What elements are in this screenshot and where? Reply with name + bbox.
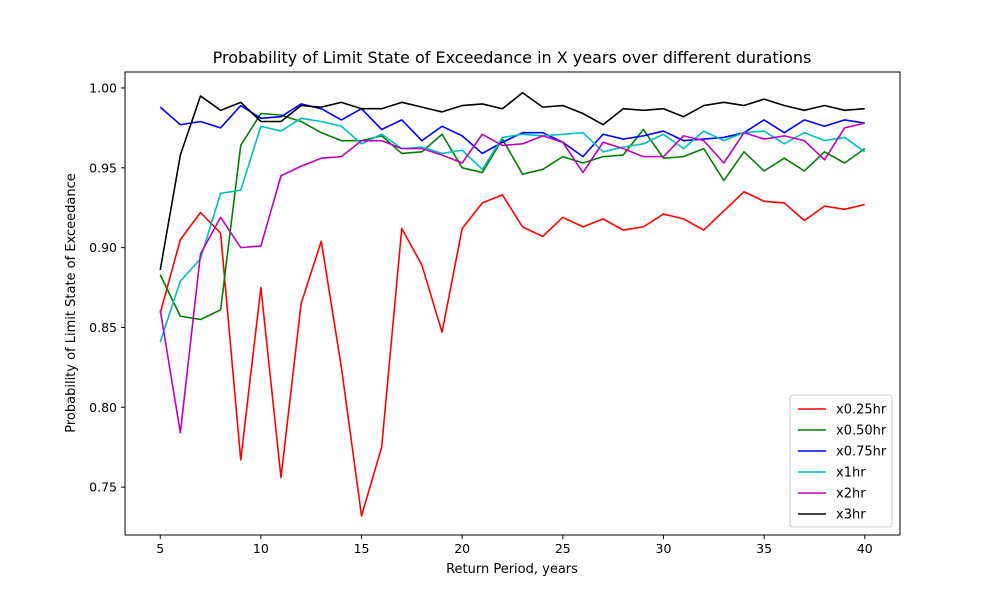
y-tick-label: 1.00 (89, 80, 117, 95)
x-tick-label: 35 (756, 541, 772, 556)
series-line-x3hr (159, 91, 865, 271)
y-tick-label: 0.80 (89, 400, 117, 415)
legend-label: x0.75hr (836, 445, 887, 460)
series-line-x0-75hr (159, 103, 865, 158)
plot-frame (124, 71, 901, 536)
y-axis: 0.75 0.80 0.85 0.90 0.95 1.00 (89, 80, 125, 495)
series-line-x0-25hr (159, 190, 865, 517)
legend-label: x0.25hr (836, 403, 887, 418)
x-tick-label: 30 (656, 541, 672, 556)
x-tick-label: 25 (555, 541, 571, 556)
x-tick-label: 10 (253, 541, 269, 556)
y-axis-title: Probability of Limit State of Exceedance (64, 173, 79, 433)
legend-label: x2hr (836, 487, 866, 502)
y-tick-label: 0.90 (89, 240, 117, 255)
legend: x0.25hr x0.50hr x0.75hr x1hr x2hr x3hr (789, 394, 893, 528)
y-tick-label: 0.95 (89, 160, 117, 175)
y-tick-label: 0.85 (89, 320, 117, 335)
x-axis: 5 10 15 20 25 30 35 40 (156, 535, 873, 556)
chart-title: Probability of Limit State of Exceedance… (213, 48, 812, 67)
series-line-x2hr (159, 122, 865, 434)
series-line-x0-50hr (159, 112, 866, 321)
legend-label: x0.50hr (836, 424, 887, 439)
x-tick-label: 15 (354, 541, 370, 556)
series-line-x1hr (159, 117, 866, 343)
legend-label: x1hr (836, 466, 866, 481)
x-tick-label: 40 (857, 541, 873, 556)
x-axis-title: Return Period, years (446, 562, 578, 577)
legend-label: x3hr (836, 508, 866, 523)
x-tick-label: 5 (156, 541, 164, 556)
y-tick-label: 0.75 (89, 480, 117, 495)
x-tick-label: 20 (454, 541, 470, 556)
series-layer (159, 91, 866, 517)
legend-box (789, 394, 893, 528)
